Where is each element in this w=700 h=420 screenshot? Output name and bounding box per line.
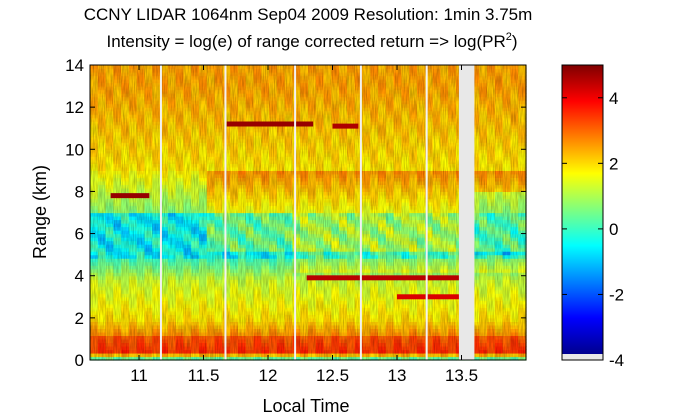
x-ticks: 11 11.5 12 12.5 13 13.5 (130, 65, 478, 385)
cloud-layer (397, 294, 462, 300)
y-tick-label: 4 (75, 267, 84, 286)
colorbar-frame (561, 64, 604, 361)
title-line2-superscript: 2 (506, 31, 512, 43)
y-tick-label: 8 (75, 182, 84, 201)
title-line2-prefix: Intensity = log(e) of range corrected re… (106, 32, 505, 51)
y-tick-label: 0 (75, 351, 84, 370)
colorbar-ticks: -4 -2 0 2 4 (562, 89, 624, 370)
heatmap-texture (90, 65, 526, 360)
colorbar-tick-label: 0 (609, 220, 618, 239)
x-tick-label: 12 (259, 366, 278, 385)
y-tick-label: 2 (75, 309, 84, 328)
title-line2-suffix: ) (512, 32, 518, 51)
gap-lines (159, 65, 428, 360)
y-tick-label: 10 (65, 140, 84, 159)
colorbar-tick-label: -2 (609, 285, 624, 304)
cloud-layers (110, 121, 462, 300)
x-tick-label: 12.5 (316, 366, 349, 385)
y-axis-label: Range (km) (30, 165, 50, 259)
colorbar-gradient (562, 65, 603, 354)
x-axis-label: Local Time (262, 396, 349, 416)
plot-frame (89, 64, 527, 361)
chart-title-line2: Intensity = log(e) of range corrected re… (106, 31, 517, 51)
colorbar-tick-label: -4 (609, 351, 624, 370)
x-tick-label: 11 (130, 366, 148, 385)
cloud-layer (332, 123, 359, 129)
missing-data-band (458, 65, 475, 360)
colorbar: -4 -2 0 2 4 (561, 64, 624, 370)
y-ticks: 0 2 4 6 8 10 12 14 (65, 56, 526, 370)
y-tick-label: 6 (75, 225, 84, 244)
x-tick-label: 13.5 (445, 366, 478, 385)
colorbar-bottom-swatch (562, 354, 603, 360)
missing-data (458, 65, 475, 360)
cloud-layer (306, 275, 462, 281)
x-tick-label: 11.5 (188, 366, 220, 385)
colorbar-tick-label: 2 (609, 154, 618, 173)
plot-area: 11 11.5 12 12.5 13 13.5 0 2 4 6 8 10 12 14 (65, 56, 527, 385)
cloud-layer (110, 193, 150, 199)
x-tick-label: 13 (388, 366, 407, 385)
colorbar-tick-label: 4 (609, 89, 618, 108)
cloud-layer (226, 121, 314, 127)
chart-title-line1: CCNY LIDAR 1064nm Sep04 2009 Resolution:… (84, 5, 533, 24)
y-tick-label: 14 (65, 56, 84, 75)
y-tick-label: 12 (65, 98, 84, 117)
